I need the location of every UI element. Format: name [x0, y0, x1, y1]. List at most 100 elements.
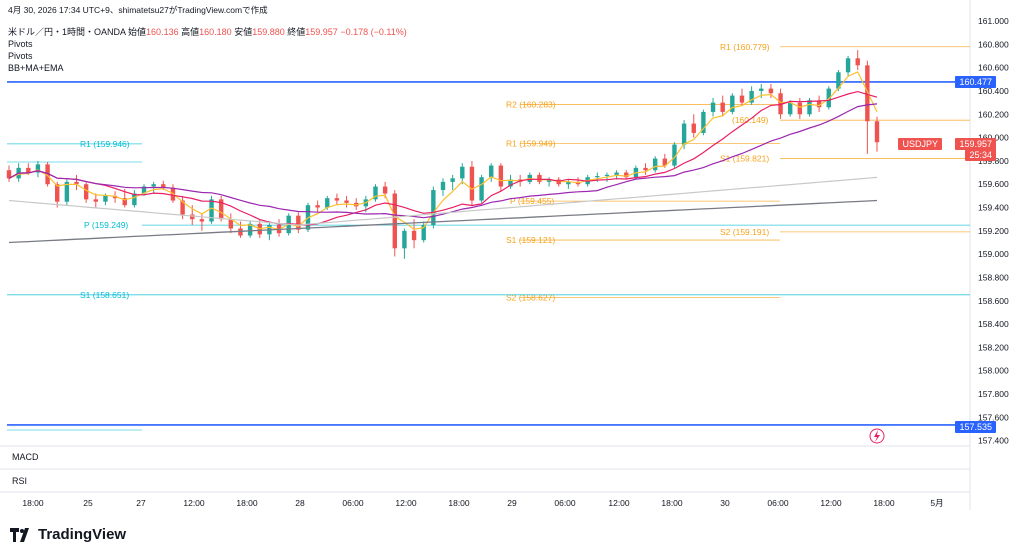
- y-tick-label: 160.000: [978, 133, 1009, 143]
- y-tick-label: 158.600: [978, 296, 1009, 306]
- high-value: 160.180: [199, 27, 232, 37]
- candle-body: [122, 198, 127, 206]
- candle-body: [440, 181, 446, 191]
- close-label: 終値: [287, 27, 306, 37]
- candle-body: [807, 100, 812, 115]
- tradingview-logo: TradingView: [10, 526, 126, 543]
- candle-body: [45, 164, 50, 185]
- candle-body: [691, 123, 696, 133]
- candle-body: [672, 144, 677, 166]
- pivot-label: S1 (159.821): [720, 153, 769, 163]
- x-tick-label: 18:00: [448, 498, 470, 508]
- bb-middle-line: [8, 90, 878, 226]
- candle-body: [83, 184, 89, 200]
- ema-line: [8, 71, 878, 231]
- candle-body: [93, 199, 98, 202]
- candle-body: [431, 190, 436, 226]
- x-tick-label: 12:00: [820, 498, 842, 508]
- indicator-pivots-1[interactable]: Pivots: [8, 39, 33, 49]
- pivot-label: R1 (160.779): [720, 42, 770, 52]
- x-tick-label: 29: [507, 498, 517, 508]
- macd-pane-label[interactable]: MACD: [12, 452, 39, 462]
- candle-body: [450, 178, 455, 182]
- candle-body: [546, 179, 552, 182]
- pivot-label: S2 (158.627): [506, 293, 555, 303]
- candle-body: [334, 198, 340, 201]
- y-tick-label: 159.400: [978, 203, 1009, 213]
- candle-body: [643, 167, 648, 171]
- symbol-tag: USDJPY: [898, 138, 942, 150]
- x-tick-label: 18:00: [236, 498, 258, 508]
- candle-body: [180, 200, 185, 215]
- symbol-info: 米ドル／円・1時間・OANDA 始値160.136 高値160.180 安値15…: [8, 26, 407, 38]
- candle-body: [701, 111, 706, 133]
- high-label: 高値: [181, 27, 200, 37]
- x-tick-label: 06:00: [342, 498, 364, 508]
- y-tick-label: 157.800: [978, 389, 1009, 399]
- y-tick-label: 159.600: [978, 179, 1009, 189]
- pivot-label: S2 (159.191): [720, 227, 769, 237]
- x-tick-label: 18:00: [661, 498, 683, 508]
- candle-body: [209, 199, 214, 222]
- candle-body: [161, 184, 166, 188]
- rsi-pane-label[interactable]: RSI: [12, 476, 28, 486]
- candle-body: [141, 186, 147, 194]
- close-value: 159.957: [305, 27, 338, 37]
- candle-body: [228, 219, 234, 229]
- pivot-label: S1 (158.651): [80, 290, 129, 300]
- candle-body: [730, 95, 735, 112]
- candle-body: [479, 177, 484, 201]
- open-label: 始値: [128, 27, 147, 37]
- lower-line-tag: 157.535: [955, 421, 996, 433]
- candle-body: [778, 93, 783, 115]
- x-tick-label: 12:00: [395, 498, 417, 508]
- candle-body: [739, 95, 745, 103]
- candle-body: [373, 186, 378, 200]
- y-tick-label: 159.200: [978, 226, 1009, 236]
- candle-body: [614, 172, 619, 175]
- candle-body: [681, 123, 687, 145]
- brand-name: TradingView: [38, 526, 127, 543]
- change-value: −0.178 (−0.11%): [340, 27, 407, 37]
- open-value: 160.136: [146, 27, 179, 37]
- candle-body: [710, 102, 716, 112]
- candle-body: [151, 184, 156, 187]
- x-tick-label: 25: [83, 498, 93, 508]
- y-tick-label: 161.000: [978, 16, 1009, 26]
- candle-body: [816, 100, 822, 108]
- candle-body: [238, 228, 243, 236]
- low-value: 159.880: [252, 27, 285, 37]
- x-tick-label: 06:00: [554, 498, 576, 508]
- ma-light-line: [8, 176, 878, 226]
- candle-body: [344, 200, 349, 203]
- y-tick-label: 160.200: [978, 109, 1009, 119]
- candle-body: [498, 165, 504, 187]
- tradingview-logo-icon: [10, 527, 29, 542]
- candle-body: [489, 165, 494, 178]
- last-price-tag: 159.957: [955, 138, 996, 150]
- candle-body: [865, 65, 870, 122]
- x-tick-label: 28: [295, 498, 305, 508]
- x-tick-label: 30: [720, 498, 730, 508]
- candle-body: [508, 179, 513, 187]
- alert-bolt-icon: [874, 430, 880, 442]
- pivot-label: S1 (159.121): [506, 235, 555, 245]
- y-tick-label: 157.400: [978, 436, 1009, 446]
- indicator-pivots-2[interactable]: Pivots: [8, 51, 33, 61]
- symbol-line: 米ドル／円・1時間・OANDA: [8, 27, 126, 37]
- indicator-bb-ma-ema[interactable]: BB+MA+EMA: [8, 63, 64, 73]
- candle-body: [103, 195, 108, 202]
- candle-body: [788, 102, 793, 115]
- candle-body: [247, 223, 253, 236]
- candle-body: [26, 167, 31, 173]
- candle-body: [469, 166, 475, 201]
- candle-body: [460, 166, 465, 179]
- pivot-label: R1 (159.946): [80, 139, 130, 149]
- candle-body: [662, 158, 668, 166]
- candle-body: [768, 88, 774, 94]
- y-tick-label: 158.400: [978, 319, 1009, 329]
- y-tick-label: 158.000: [978, 366, 1009, 376]
- x-tick-label: 06:00: [767, 498, 789, 508]
- low-label: 安値: [234, 27, 253, 37]
